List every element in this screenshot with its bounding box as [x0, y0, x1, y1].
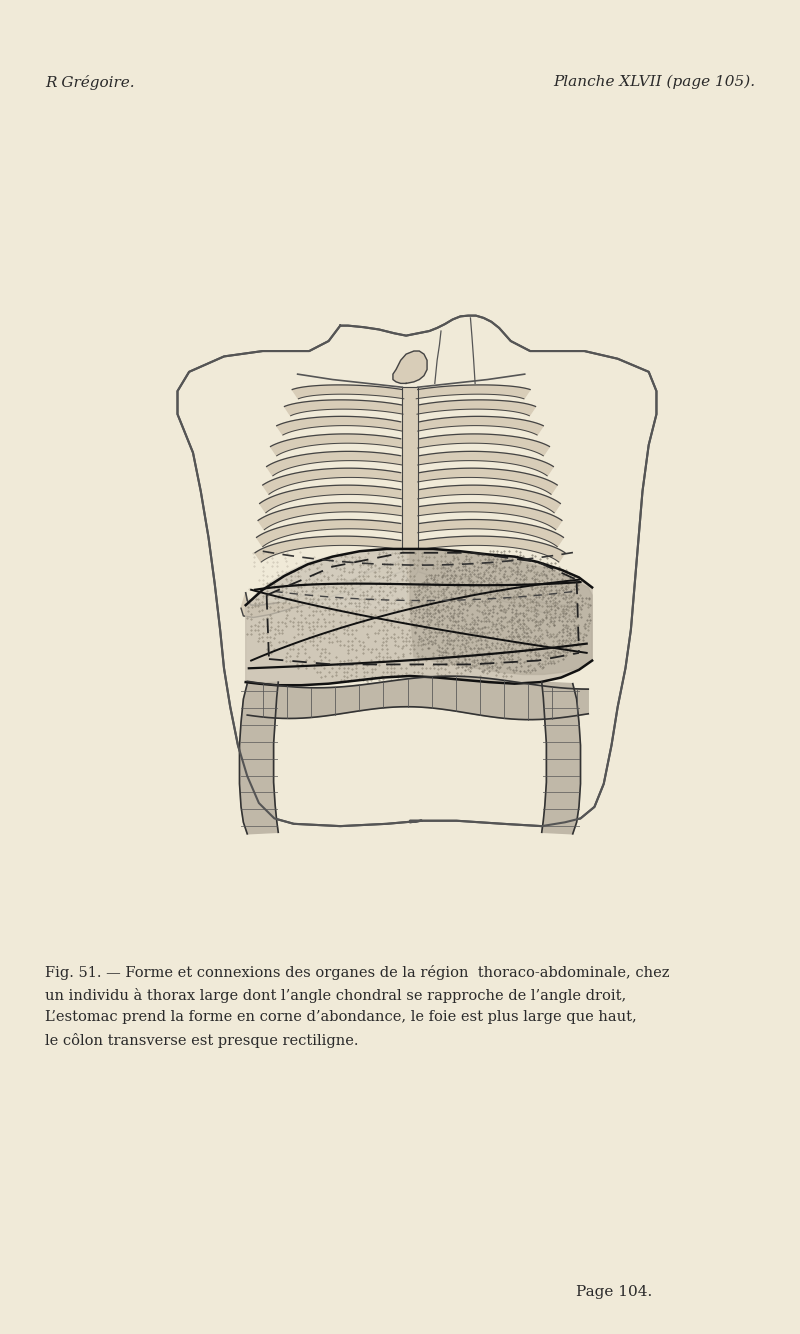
Polygon shape: [418, 536, 565, 562]
Polygon shape: [277, 416, 402, 435]
Text: un individu à thorax large dont l’angle chondral se rapproche de l’angle droit,: un individu à thorax large dont l’angle …: [45, 988, 626, 1003]
Polygon shape: [178, 316, 657, 826]
Text: le côlon transverse est presque rectiligne.: le côlon transverse est presque rectilig…: [45, 1033, 358, 1049]
Polygon shape: [401, 559, 419, 582]
Polygon shape: [262, 468, 402, 495]
Text: L’estomac prend la forme en corne d’abondance, le foie est plus large que haut,: L’estomac prend la forme en corne d’abon…: [45, 1010, 637, 1025]
Polygon shape: [285, 400, 403, 416]
Polygon shape: [246, 548, 592, 686]
Polygon shape: [542, 682, 581, 834]
Polygon shape: [241, 560, 401, 618]
Polygon shape: [266, 451, 402, 476]
Polygon shape: [260, 486, 402, 512]
Polygon shape: [418, 468, 558, 495]
Text: Page 104.: Page 104.: [576, 1285, 652, 1299]
Text: Fig. 51. — Forme et connexions des organes de la région  thoraco-abdominale, che: Fig. 51. — Forme et connexions des organ…: [45, 964, 670, 980]
Polygon shape: [417, 400, 535, 416]
Polygon shape: [418, 416, 543, 435]
Polygon shape: [393, 351, 427, 383]
Polygon shape: [255, 536, 402, 562]
Polygon shape: [418, 486, 560, 512]
Polygon shape: [402, 387, 418, 560]
Polygon shape: [239, 682, 278, 834]
Polygon shape: [418, 503, 562, 530]
Polygon shape: [410, 548, 592, 675]
Polygon shape: [246, 551, 406, 608]
Polygon shape: [247, 676, 588, 719]
Polygon shape: [416, 386, 530, 399]
Polygon shape: [418, 451, 554, 476]
Polygon shape: [270, 434, 402, 456]
Polygon shape: [258, 503, 402, 530]
Polygon shape: [292, 386, 404, 399]
Polygon shape: [418, 519, 563, 547]
Text: R Grégoire.: R Grégoire.: [45, 75, 134, 89]
Text: Planche XLVII (page 105).: Planche XLVII (page 105).: [553, 75, 755, 89]
Polygon shape: [419, 560, 579, 618]
Polygon shape: [418, 434, 550, 456]
Polygon shape: [257, 519, 402, 547]
